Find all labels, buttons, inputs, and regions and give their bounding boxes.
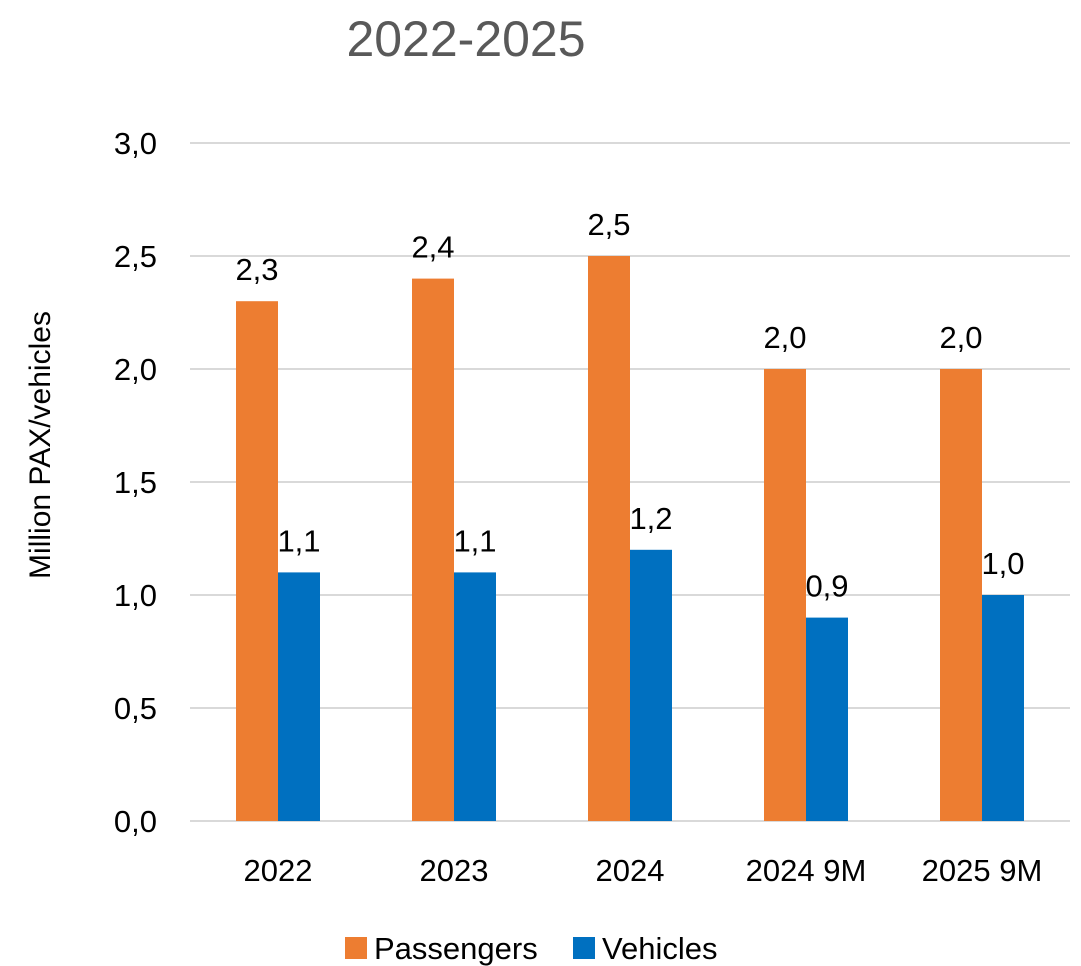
x-tick-label: 2022 bbox=[244, 853, 313, 888]
legend-label-passengers: Passengers bbox=[374, 931, 538, 966]
y-tick-label: 3,0 bbox=[114, 126, 157, 161]
data-label: 0,9 bbox=[805, 569, 848, 604]
y-tick-label: 0,5 bbox=[114, 691, 157, 726]
y-tick-label: 0,0 bbox=[114, 804, 157, 839]
bar-passengers-2025-9m bbox=[940, 369, 982, 821]
bar-passengers-2024-9m bbox=[764, 369, 806, 821]
data-label: 1,2 bbox=[629, 501, 672, 536]
y-tick-label: 2,0 bbox=[114, 352, 157, 387]
data-label: 1,0 bbox=[981, 546, 1024, 581]
y-tick-label: 2,5 bbox=[114, 239, 157, 274]
data-label: 2,5 bbox=[587, 207, 630, 242]
y-tick-label: 1,5 bbox=[114, 465, 157, 500]
y-axis-ticks: 0,0 0,5 1,0 1,5 2,0 2,5 3,0 bbox=[114, 126, 157, 839]
bar-vehicles-2023 bbox=[454, 572, 496, 821]
x-tick-label: 2024 bbox=[596, 853, 665, 888]
bar-vehicles-2024-9m bbox=[806, 617, 848, 821]
y-tick-label: 1,0 bbox=[114, 578, 157, 613]
x-axis-ticks: 2022 2023 2024 2024 9M 2025 9M bbox=[244, 853, 1043, 888]
x-tick-label: 2023 bbox=[420, 853, 489, 888]
data-labels: 2,3 1,1 2,4 1,1 2,5 1,2 2,0 0,9 2,0 1,0 bbox=[235, 207, 1024, 604]
bar-vehicles-2022 bbox=[278, 572, 320, 821]
bar-passengers-2022 bbox=[236, 301, 278, 821]
x-tick-label: 2025 9M bbox=[922, 853, 1043, 888]
bar-passengers-2023 bbox=[412, 278, 454, 822]
data-label: 2,0 bbox=[939, 320, 982, 355]
data-label: 2,0 bbox=[763, 320, 806, 355]
data-label: 1,1 bbox=[277, 523, 320, 558]
legend: Passengers Vehicles bbox=[345, 931, 717, 966]
bar-vehicles-2025-9m bbox=[982, 595, 1024, 821]
chart-title: 2022-2025 bbox=[346, 11, 585, 67]
legend-swatch-passengers bbox=[345, 937, 367, 959]
bars bbox=[236, 256, 1024, 822]
bar-vehicles-2024 bbox=[630, 549, 672, 821]
data-label: 1,1 bbox=[453, 523, 496, 558]
x-tick-label: 2024 9M bbox=[746, 853, 867, 888]
data-label: 2,4 bbox=[411, 230, 454, 265]
legend-label-vehicles: Vehicles bbox=[602, 931, 717, 966]
bar-passengers-2024 bbox=[588, 256, 630, 821]
data-label: 2,3 bbox=[235, 252, 278, 287]
legend-swatch-vehicles bbox=[573, 937, 595, 959]
y-axis-label: Million PAX/vehicles bbox=[24, 311, 57, 579]
